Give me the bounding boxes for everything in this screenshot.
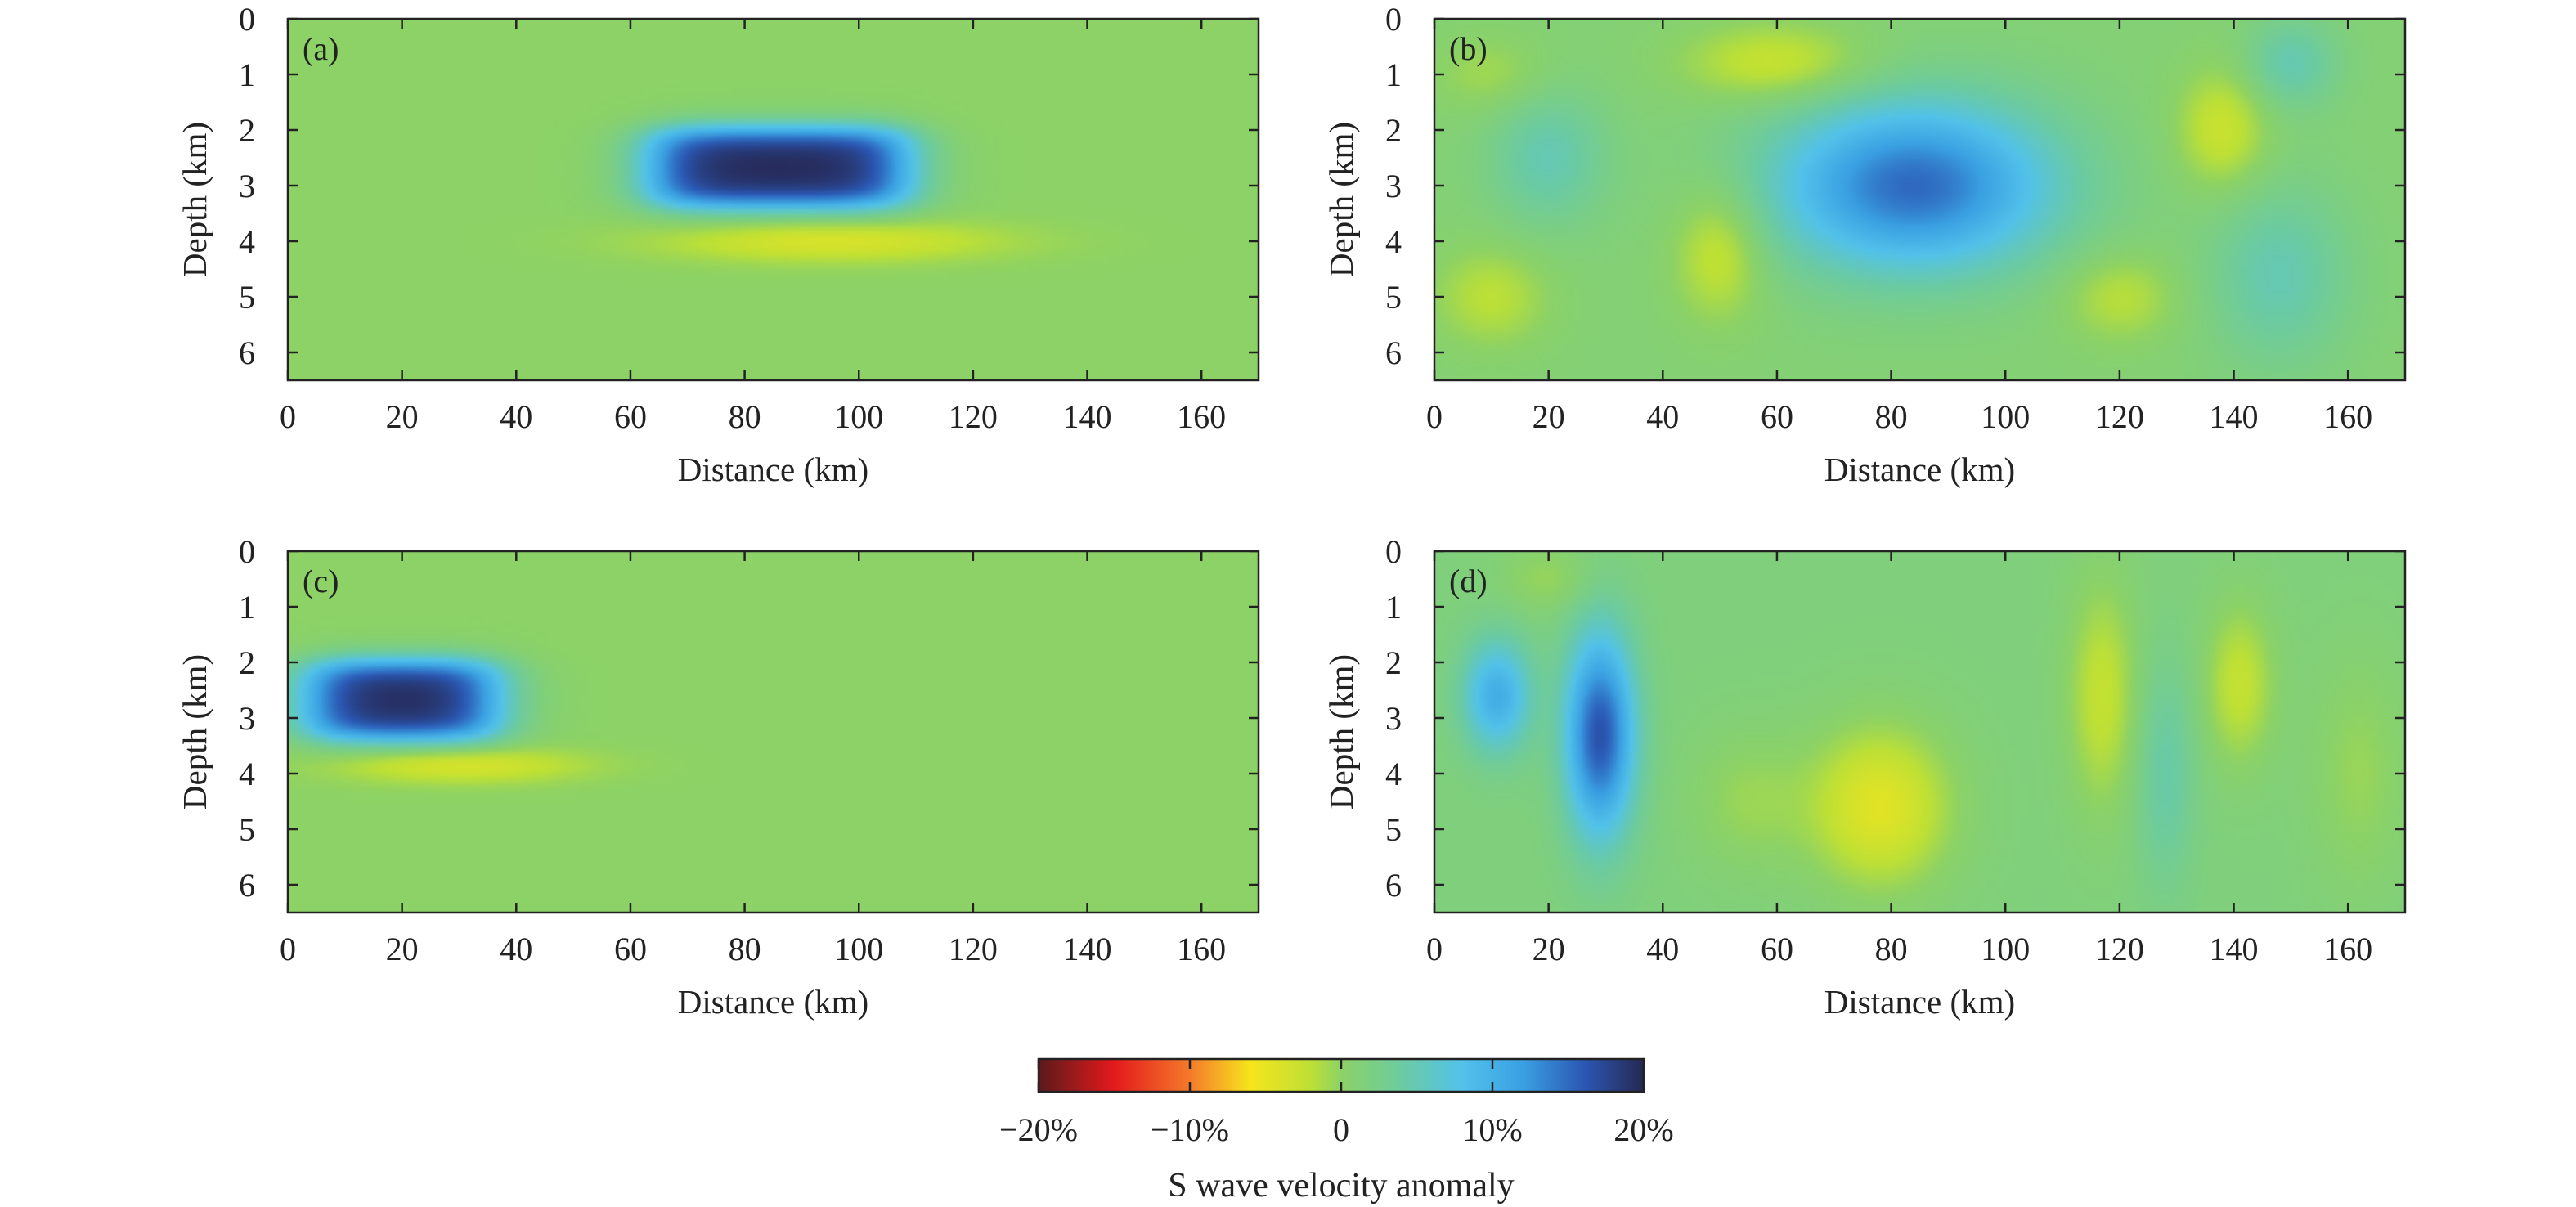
- y-tick-label: 2: [1385, 644, 1402, 681]
- x-tick-label: 60: [614, 398, 647, 435]
- y-tick-label: 4: [1385, 756, 1402, 792]
- y-tick-label: 4: [239, 223, 255, 260]
- x-tick-label: 0: [280, 931, 296, 967]
- x-axis-title: Distance (km): [678, 451, 868, 488]
- x-tick-label: 40: [1646, 931, 1679, 967]
- x-tick-label: 160: [1177, 398, 1226, 435]
- panel-label: (b): [1449, 30, 1488, 67]
- colorbar: −20% −10% 0 10% 20% S wave velocity anomaly: [999, 1057, 1674, 1205]
- x-tick-label: 0: [1426, 931, 1443, 967]
- panel-c: 0 20 40 60 80 100 120 140 160 0 1 2 3 4 5 6 Distance (km…: [176, 533, 1260, 1021]
- y-tick-label: 6: [1385, 867, 1402, 904]
- plot-frame: [1433, 550, 2407, 914]
- x-tick-label: 120: [949, 931, 998, 967]
- plot-frame: [286, 17, 1260, 382]
- colorbar-tick-label: 10%: [1462, 1111, 1522, 1148]
- panel-d: 0 20 40 60 80 100 120 140 160 0 1 2 3 4 5 6 Distance (km…: [1322, 533, 2407, 1021]
- x-axis-title: Distance (km): [1824, 451, 2015, 488]
- x-tick-label: 80: [1875, 931, 1908, 967]
- plot-frame: [1433, 17, 2407, 382]
- y-tick-label: 3: [239, 700, 255, 737]
- y-tick-label: 1: [1385, 56, 1402, 93]
- x-tick-label: 80: [1875, 398, 1908, 435]
- y-axis-title: Depth (km): [176, 122, 213, 277]
- panel-b: 0 20 40 60 80 100 120 140 160 0 1 2 3 4 5 6 Distance (km…: [1322, 1, 2407, 488]
- x-tick-label: 100: [834, 398, 883, 435]
- y-tick-label: 5: [1385, 811, 1402, 848]
- colorbar-tick-label: 0: [1333, 1111, 1349, 1148]
- x-tick-label: 160: [2323, 398, 2372, 435]
- y-tick-label: 0: [1385, 533, 1402, 570]
- x-tick-label: 100: [1981, 931, 2030, 967]
- y-tick-label: 6: [239, 334, 255, 371]
- y-tick-label: 2: [239, 112, 255, 149]
- panel-label: (a): [303, 30, 339, 67]
- x-axis-title: Distance (km): [678, 983, 868, 1021]
- colorbar-tick-label: −10%: [1151, 1111, 1229, 1148]
- x-tick-label: 80: [729, 398, 761, 435]
- panel-label: (d): [1449, 563, 1488, 599]
- y-tick-label: 0: [239, 1, 255, 38]
- y-tick-label: 5: [239, 811, 255, 848]
- y-tick-label: 1: [239, 589, 255, 626]
- x-tick-label: 120: [949, 398, 998, 435]
- x-tick-label: 120: [2095, 398, 2144, 435]
- colorbar-tick-label: 20%: [1613, 1111, 1673, 1148]
- y-tick-label: 3: [239, 168, 255, 204]
- y-tick-label: 3: [1385, 700, 1402, 737]
- x-tick-label: 100: [834, 931, 883, 967]
- x-tick-label: 40: [500, 931, 532, 967]
- y-tick-label: 2: [1385, 112, 1402, 149]
- x-tick-label: 120: [2095, 931, 2144, 967]
- y-tick-label: 1: [239, 56, 255, 93]
- y-tick-label: 0: [1385, 1, 1402, 38]
- y-tick-label: 2: [239, 644, 255, 681]
- y-tick-label: 5: [1385, 279, 1402, 316]
- y-tick-label: 4: [239, 756, 255, 792]
- x-tick-label: 60: [614, 931, 647, 967]
- x-tick-label: 0: [280, 398, 296, 435]
- x-tick-label: 0: [1426, 398, 1443, 435]
- y-axis-title: Depth (km): [176, 654, 213, 810]
- x-tick-label: 160: [1177, 931, 1226, 967]
- y-tick-label: 0: [239, 533, 255, 570]
- x-tick-label: 20: [1533, 931, 1565, 967]
- x-tick-label: 60: [1761, 931, 1793, 967]
- x-tick-label: 80: [729, 931, 761, 967]
- x-tick-label: 140: [1063, 931, 1112, 967]
- y-axis-title: Depth (km): [1322, 654, 1360, 810]
- x-tick-label: 40: [500, 398, 532, 435]
- heatmap-image: [288, 551, 1259, 913]
- y-tick-label: 6: [1385, 334, 1402, 371]
- plot-frame: [286, 550, 1260, 914]
- y-tick-label: 4: [1385, 223, 1402, 260]
- colorbar-title: S wave velocity anomaly: [1168, 1167, 1514, 1205]
- x-tick-label: 100: [1981, 398, 2030, 435]
- x-tick-label: 160: [2323, 931, 2372, 967]
- x-tick-label: 140: [1063, 398, 1112, 435]
- heatmap-image: [1434, 19, 2405, 380]
- colorbar-tick-label: −20%: [999, 1111, 1078, 1148]
- x-tick-label: 20: [1533, 398, 1565, 435]
- heatmap-image: [288, 19, 1259, 380]
- panel-label: (c): [303, 563, 339, 599]
- y-tick-label: 1: [1385, 589, 1402, 626]
- heatmap-image: [1434, 551, 2405, 913]
- panel-a: 0 20 40 60 80 100 120 140 160 0 1 2 3 4 5 6 Distance (km…: [176, 1, 1260, 488]
- x-tick-label: 20: [386, 398, 419, 435]
- x-axis-title: Distance (km): [1824, 983, 2015, 1021]
- y-tick-label: 6: [239, 867, 255, 904]
- y-tick-label: 5: [239, 279, 255, 316]
- x-tick-label: 20: [386, 931, 419, 967]
- x-tick-label: 40: [1646, 398, 1679, 435]
- y-tick-label: 3: [1385, 168, 1402, 204]
- x-tick-label: 140: [2210, 398, 2259, 435]
- x-tick-label: 60: [1761, 398, 1793, 435]
- x-tick-label: 140: [2210, 931, 2259, 967]
- y-axis-title: Depth (km): [1322, 122, 1360, 277]
